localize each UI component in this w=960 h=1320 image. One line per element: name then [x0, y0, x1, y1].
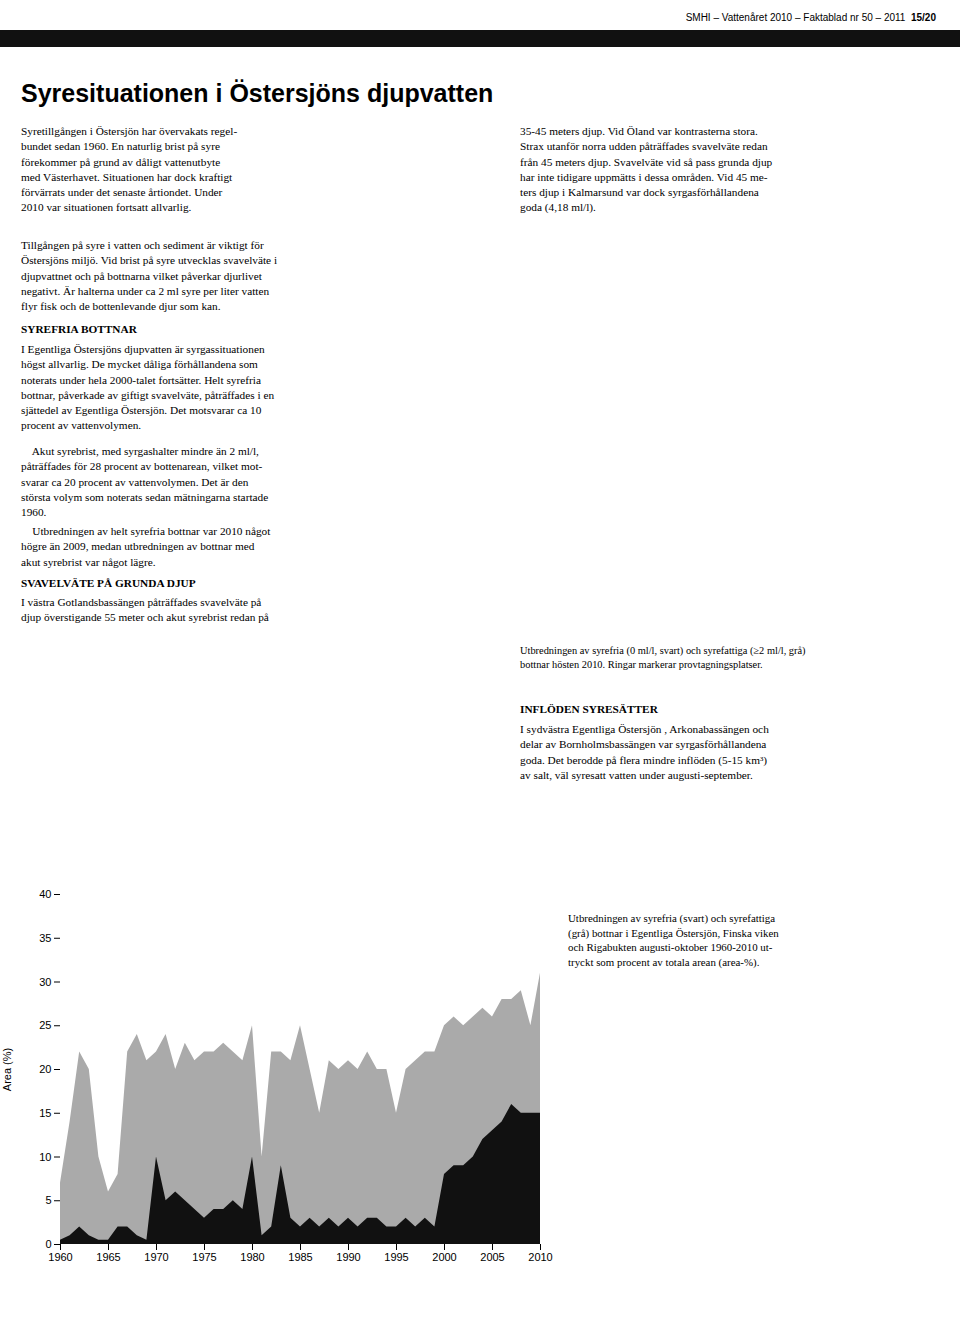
html-text:I västra Gotlandsbassängen påt: I västra Gotlandsbassängen påträffades s… [21, 596, 269, 624]
svg-text:1980: 1980 [240, 1251, 264, 1263]
svg-text:15: 15 [39, 1107, 51, 1119]
html-text:I Egentliga Östersjöns djupvat: I Egentliga Östersjöns djupvatten är syr… [21, 343, 275, 432]
html-text:Utbredningen av helt syrefria: Utbredningen av helt syrefria bottnar va… [21, 525, 271, 568]
html-text:35-45 meters djup. Vid Öland v: 35-45 meters djup. Vid Öland var kontras… [520, 125, 773, 214]
svg-text:35: 35 [39, 932, 51, 944]
html-text:Utbredningen av syrefria (svar: Utbredningen av syrefria (svart) och syr… [568, 912, 779, 969]
html-text:INFLÖDEN SYRESÄTTER: INFLÖDEN SYRESÄTTER [520, 703, 658, 715]
html-text:SYREFRIA BOTTNAR: SYREFRIA BOTTNAR [21, 323, 137, 335]
svg-text:30: 30 [39, 976, 51, 988]
svg-text:25: 25 [39, 1019, 51, 1031]
svg-text:1975: 1975 [192, 1251, 216, 1263]
svg-text:10: 10 [39, 1151, 51, 1163]
svg-text:1985: 1985 [288, 1251, 312, 1263]
svg-text:1995: 1995 [384, 1251, 408, 1263]
svg-text:Area (%): Area (%) [1, 1048, 13, 1091]
svg-text:2005: 2005 [480, 1251, 504, 1263]
html-text:Utbredningen av syrefria (0 ml: Utbredningen av syrefria (0 ml/l, svart)… [520, 645, 806, 670]
svg-text:1970: 1970 [144, 1251, 168, 1263]
svg-text:40: 40 [39, 888, 51, 900]
svg-text:1960: 1960 [48, 1251, 72, 1263]
html-text:I sydvästra Egentliga Östersjö: I sydvästra Egentliga Östersjön , Arkona… [520, 723, 769, 781]
html-text:Syresituationen i Östersjöns d: Syresituationen i Östersjöns djupvatten [21, 79, 494, 107]
svg-text:2000: 2000 [432, 1251, 456, 1263]
svg-text:20: 20 [39, 1063, 51, 1075]
svg-text:1990: 1990 [336, 1251, 360, 1263]
html-text:Syretillgången i Östersjön har: Syretillgången i Östersjön har övervakat… [21, 125, 238, 214]
html-text:Akut syrebrist, med syrgashalt: Akut syrebrist, med syrgashalter mindre … [21, 445, 269, 518]
svg-text:2010: 2010 [528, 1251, 552, 1263]
svg-text:0: 0 [45, 1238, 51, 1250]
svg-text:1965: 1965 [96, 1251, 120, 1263]
svg-text:5: 5 [45, 1194, 51, 1206]
html-text:SMHI – Vattenåret 2010 – Fakta: SMHI – Vattenåret 2010 – Faktablad nr 50… [685, 12, 936, 23]
html-text:Tillgången på syre i vatten oc: Tillgången på syre i vatten och sediment… [21, 239, 278, 312]
html-text:SVAVELVÄTE PÅ GRUNDA DJUP: SVAVELVÄTE PÅ GRUNDA DJUP [21, 577, 196, 589]
